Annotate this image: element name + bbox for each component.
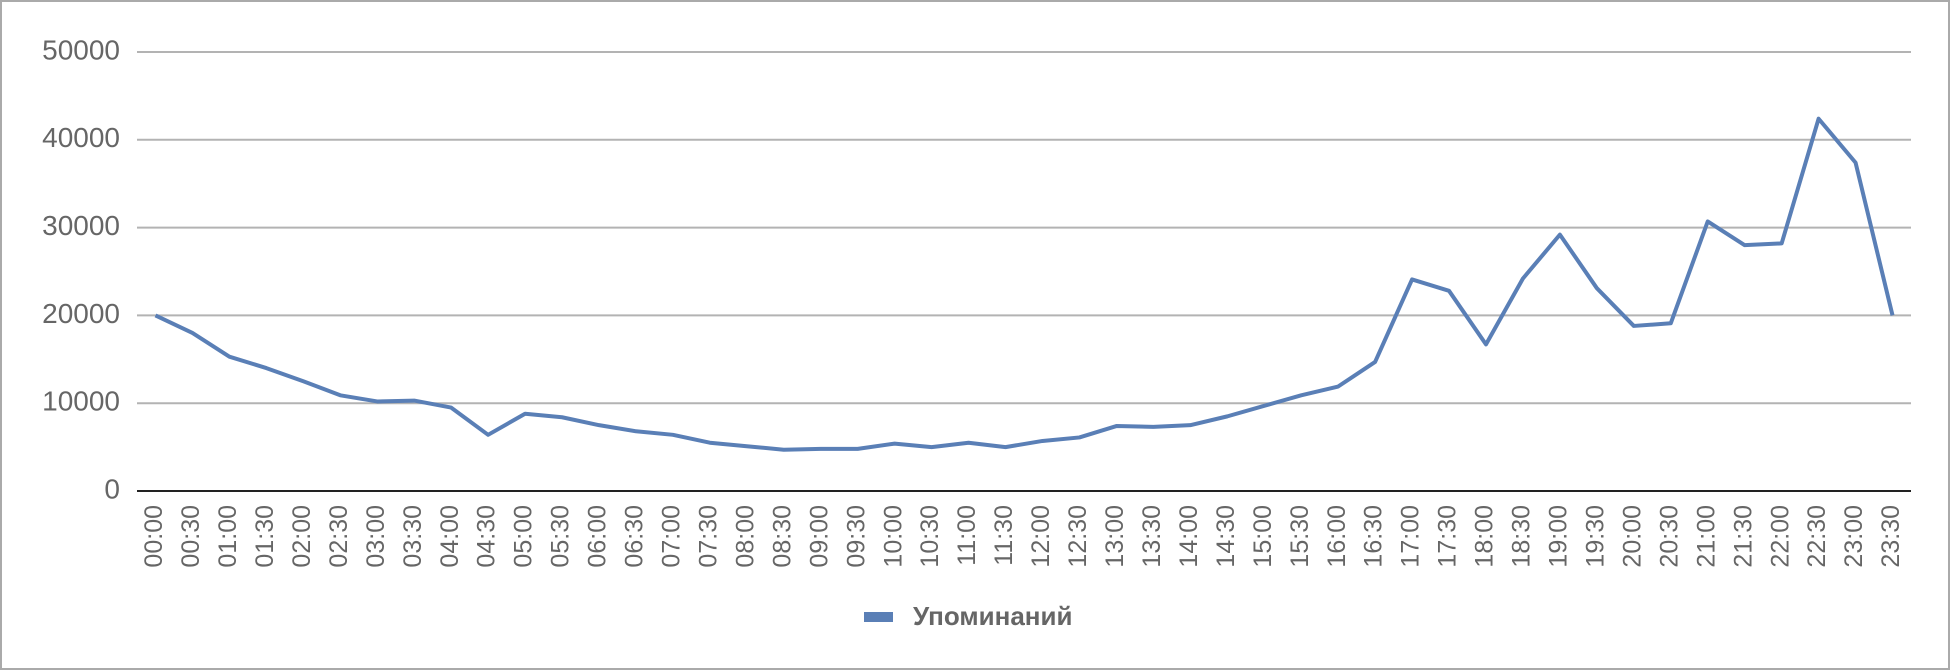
- x-tick-label: 20:00: [1618, 505, 1646, 568]
- legend-swatch: [864, 612, 893, 622]
- y-tick-label: 30000: [42, 210, 120, 241]
- y-tick-label: 20000: [42, 298, 120, 329]
- x-tick-label: 13:30: [1138, 505, 1166, 568]
- x-tick-label: 15:30: [1286, 505, 1314, 568]
- x-tick-label: 02:30: [325, 505, 353, 568]
- x-tick-label: 04:30: [473, 505, 501, 568]
- x-tick-label: 18:00: [1471, 505, 1499, 568]
- x-tick-label: 01:00: [214, 505, 242, 568]
- series-line: [154, 116, 1895, 452]
- x-tick-label: 12:30: [1064, 505, 1092, 568]
- x-tick-label: 18:30: [1508, 505, 1536, 568]
- y-tick-label: 40000: [42, 122, 120, 153]
- x-tick-label: 12:00: [1027, 505, 1055, 568]
- y-tick-label: 0: [104, 473, 120, 504]
- x-tick-label: 03:00: [362, 505, 390, 568]
- x-tick-label: 10:00: [879, 505, 907, 568]
- x-tick-label: 02:00: [288, 505, 316, 568]
- x-tick-label: 13:00: [1101, 505, 1129, 568]
- x-tick-label: 06:30: [621, 505, 649, 568]
- x-tick-label: 08:30: [768, 505, 796, 568]
- x-tick-label: 07:30: [694, 505, 722, 568]
- x-tick-label: 10:30: [916, 505, 944, 568]
- x-tick-label: 17:30: [1434, 505, 1462, 568]
- x-tick-label: 00:00: [140, 505, 168, 568]
- x-tick-label: 05:30: [547, 505, 575, 568]
- x-tick-label: 22:30: [1803, 505, 1831, 568]
- y-tick-label: 10000: [42, 386, 120, 417]
- x-tick-label: 19:00: [1545, 505, 1573, 568]
- x-tick-label: 07:00: [658, 505, 686, 568]
- x-tick-label: 11:00: [953, 505, 981, 566]
- x-tick-label: 20:30: [1655, 505, 1683, 568]
- x-tick-label: 19:30: [1581, 505, 1609, 568]
- x-tick-label: 09:30: [842, 505, 870, 568]
- x-tick-label: 11:30: [990, 505, 1018, 566]
- x-tick-label: 16:30: [1360, 505, 1388, 568]
- x-tick-label: 23:00: [1840, 505, 1868, 568]
- x-tick-label: 14:30: [1212, 505, 1240, 568]
- x-tick-label: 01:30: [251, 505, 279, 568]
- x-tick-label: 14:00: [1175, 505, 1203, 568]
- x-tick-label: 16:00: [1323, 505, 1351, 568]
- x-tick-label: 04:00: [436, 505, 464, 568]
- x-tick-label: 05:00: [510, 505, 538, 568]
- x-tick-label: 09:00: [805, 505, 833, 568]
- x-tick-label: 03:30: [399, 505, 427, 568]
- x-tick-label: 17:00: [1397, 505, 1425, 568]
- x-tick-label: 21:30: [1729, 505, 1757, 568]
- x-tick-label: 21:00: [1692, 505, 1720, 568]
- y-tick-label: 50000: [42, 34, 120, 65]
- x-tick-label: 22:00: [1766, 505, 1794, 568]
- x-tick-label: 00:30: [177, 505, 205, 568]
- x-tick-label: 06:00: [584, 505, 612, 568]
- x-tick-label: 08:00: [731, 505, 759, 568]
- x-tick-label: 15:00: [1249, 505, 1277, 568]
- legend-label: Упоминаний: [913, 601, 1072, 631]
- x-tick-label: 23:30: [1877, 505, 1905, 568]
